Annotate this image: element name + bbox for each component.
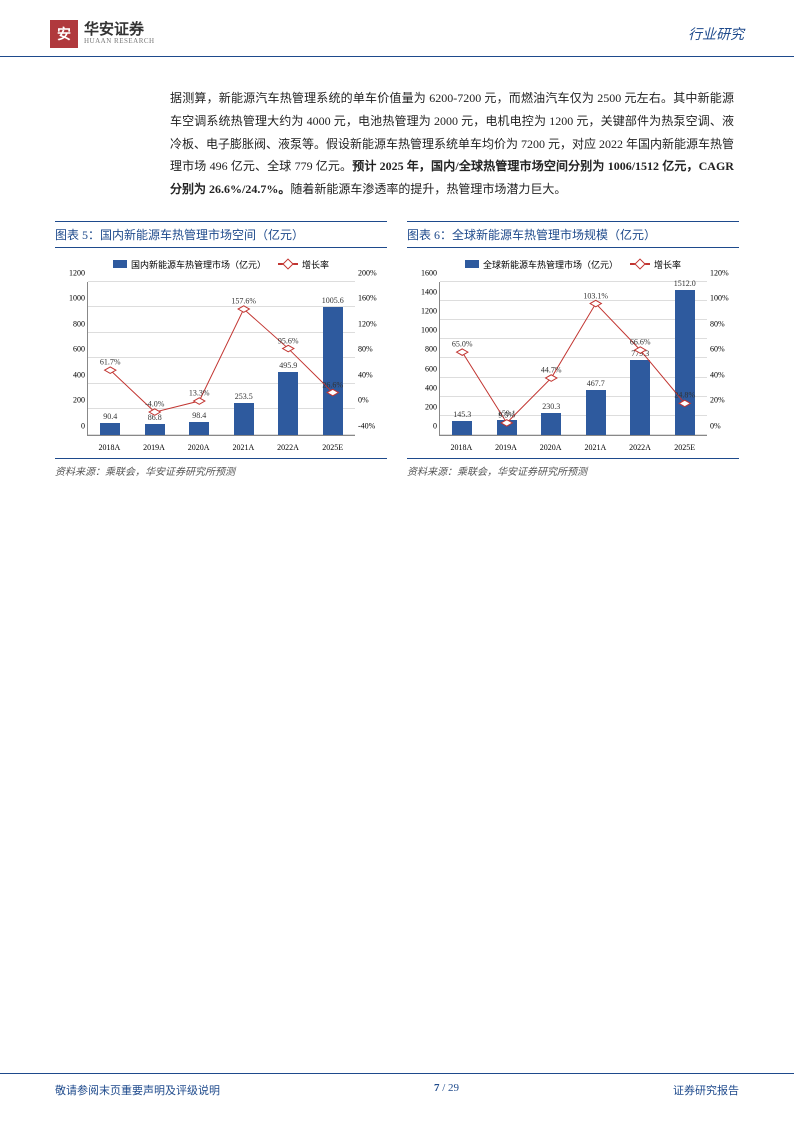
y-left-tick: 800 <box>425 345 440 354</box>
y-right-tick: 200% <box>355 268 377 277</box>
y-left-tick: 1600 <box>421 268 440 277</box>
x-label: 2020A <box>176 443 221 452</box>
x-label: 2025E <box>662 443 707 452</box>
y-right-tick: 160% <box>355 294 377 303</box>
x-label: 2022A <box>618 443 663 452</box>
line-point-label: 65.0% <box>452 340 473 349</box>
legend-line: 增长率 <box>630 258 681 271</box>
y-left-tick: 1000 <box>69 294 88 303</box>
y-left-tick: 1400 <box>421 288 440 297</box>
charts-row: 图表 5：国内新能源车热管理市场空间（亿元） 国内新能源车热管理市场（亿元） 增长… <box>0 221 794 478</box>
y-left-tick: 400 <box>73 370 88 379</box>
chart-5-source: 资料来源：乘联会，华安证券研究所预测 <box>55 458 387 478</box>
page-number: 7 / 29 <box>434 1082 459 1098</box>
chart-6-title: 图表 6：全球新能源车热管理市场规模（亿元） <box>407 221 739 248</box>
y-right-tick: 40% <box>355 370 373 379</box>
y-left-tick: 600 <box>73 345 88 354</box>
y-left-tick: 0 <box>433 421 440 430</box>
line-point-label: 13.3% <box>189 388 210 397</box>
y-left-tick: 1000 <box>421 326 440 335</box>
x-label: 2020A <box>528 443 573 452</box>
line-point-label: 61.7% <box>100 358 121 367</box>
x-label: 2019A <box>132 443 177 452</box>
growth-line <box>88 282 355 435</box>
line-point-label: 95.6% <box>278 336 299 345</box>
chart-5-area: 国内新能源车热管理市场（亿元）增长率020040060080010001200-… <box>55 254 387 454</box>
line-point-label: 44.7% <box>541 365 562 374</box>
y-right-tick: 80% <box>355 345 373 354</box>
y-left-tick: 1200 <box>421 307 440 316</box>
y-left-tick: 200 <box>73 396 88 405</box>
chart-legend: 国内新能源车热管理市场（亿元） 增长率 <box>55 254 387 275</box>
line-point-label: 66.6% <box>630 337 651 346</box>
y-right-tick: 40% <box>707 370 725 379</box>
y-left-tick: 400 <box>425 383 440 392</box>
legend-bar: 国内新能源车热管理市场（亿元） <box>113 258 266 271</box>
body-paragraph: 据测算，新能源汽车热管理系统的单车价值量为 6200-7200 元，而燃油汽车仅… <box>0 57 794 221</box>
line-point-label: 103.1% <box>583 291 608 300</box>
y-left-tick: 200 <box>425 402 440 411</box>
line-point-label: -4.0% <box>145 399 164 408</box>
y-left-tick: 0 <box>81 421 88 430</box>
y-right-tick: 60% <box>707 345 725 354</box>
y-right-tick: 0% <box>707 421 721 430</box>
growth-line <box>440 282 707 435</box>
x-label: 2019A <box>484 443 529 452</box>
y-right-tick: 0% <box>355 396 369 405</box>
page-footer: 敬请参阅末页重要声明及评级说明 7 / 29 证券研究报告 <box>0 1073 794 1123</box>
plot-area: 020040060080010001200-40%0%40%80%120%160… <box>87 282 355 436</box>
legend-bar: 全球新能源车热管理市场（亿元） <box>465 258 618 271</box>
y-left-tick: 600 <box>425 364 440 373</box>
logo-name-cn: 华安证券 <box>84 22 155 39</box>
chart-6-area: 全球新能源车热管理市场（亿元）增长率0200400600800100012001… <box>407 254 739 454</box>
logo-icon: 安 <box>50 20 78 48</box>
plot-area: 020040060080010001200140016000%20%40%60%… <box>439 282 707 436</box>
x-label: 2025E <box>310 443 355 452</box>
x-axis-labels: 2018A2019A2020A2021A2022A2025E <box>439 443 707 452</box>
line-point-label: 9.5% <box>498 410 515 419</box>
legend-line: 增长率 <box>278 258 329 271</box>
chart-5-title: 图表 5：国内新能源车热管理市场空间（亿元） <box>55 221 387 248</box>
body-text-2: 随着新能源车渗透率的提升，热管理市场潜力巨大。 <box>290 182 566 196</box>
x-label: 2018A <box>87 443 132 452</box>
chart-6-source: 资料来源：乘联会，华安证券研究所预测 <box>407 458 739 478</box>
x-label: 2021A <box>573 443 618 452</box>
x-axis-labels: 2018A2019A2020A2021A2022A2025E <box>87 443 355 452</box>
y-right-tick: 20% <box>707 396 725 405</box>
y-left-tick: 800 <box>73 319 88 328</box>
y-right-tick: 120% <box>707 268 729 277</box>
y-right-tick: -40% <box>355 421 375 430</box>
chart-6: 图表 6：全球新能源车热管理市场规模（亿元） 全球新能源车热管理市场（亿元） 增长… <box>407 221 739 478</box>
line-point-label: 157.6% <box>231 296 256 305</box>
y-right-tick: 120% <box>355 319 377 328</box>
x-label: 2022A <box>266 443 311 452</box>
footer-report-type: 证券研究报告 <box>673 1082 739 1098</box>
chart-5: 图表 5：国内新能源车热管理市场空间（亿元） 国内新能源车热管理市场（亿元） 增长… <box>55 221 387 478</box>
line-point-label: 26.6% <box>322 380 343 389</box>
y-right-tick: 100% <box>707 294 729 303</box>
y-right-tick: 80% <box>707 319 725 328</box>
y-left-tick: 1200 <box>69 268 88 277</box>
header-section-label: 行业研究 <box>688 24 744 44</box>
page-total: 29 <box>448 1082 459 1094</box>
logo-name-en: HUAAN RESEARCH <box>84 38 155 46</box>
chart-legend: 全球新能源车热管理市场（亿元） 增长率 <box>407 254 739 275</box>
x-label: 2018A <box>439 443 484 452</box>
line-point-label: 24.8% <box>674 391 695 400</box>
page-sep: / <box>439 1082 448 1094</box>
footer-disclaimer: 敬请参阅末页重要声明及评级说明 <box>55 1082 220 1098</box>
page-header: 安 华安证券 HUAAN RESEARCH 行业研究 <box>0 0 794 57</box>
x-label: 2021A <box>221 443 266 452</box>
logo-block: 安 华安证券 HUAAN RESEARCH <box>50 20 155 48</box>
